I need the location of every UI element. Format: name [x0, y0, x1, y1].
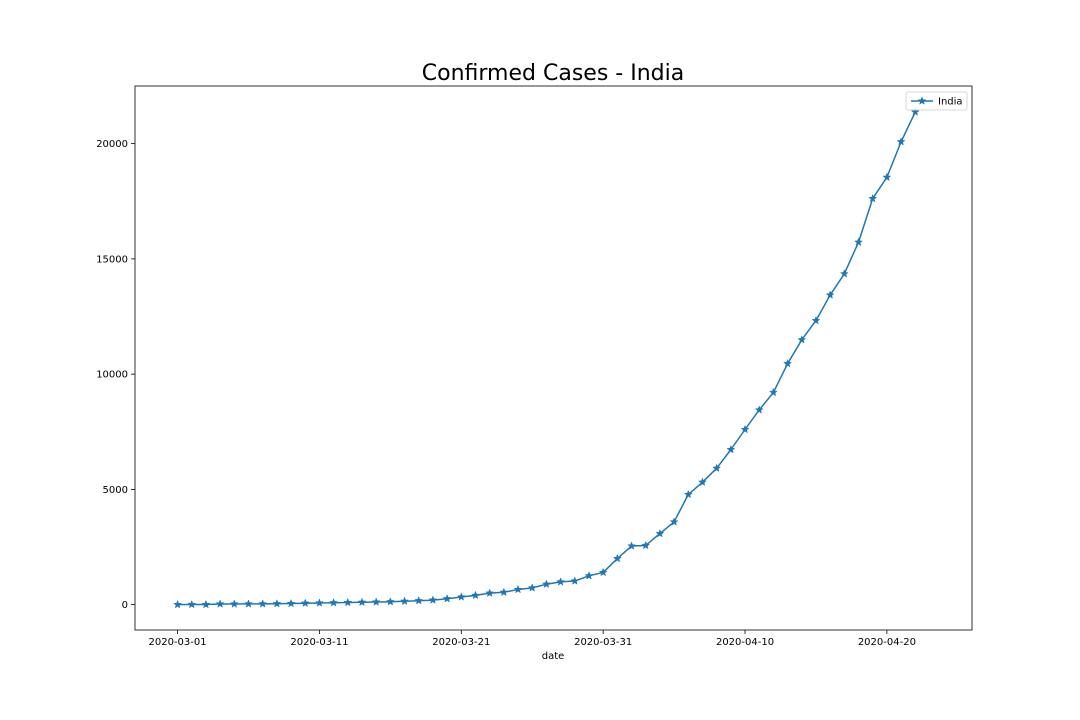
- chart-title: Confirmed Cases - India: [422, 61, 684, 86]
- data-point: [272, 599, 282, 608]
- series-layer: [173, 107, 920, 609]
- data-point: [783, 358, 793, 368]
- data-point: [839, 269, 849, 278]
- data-point: [229, 599, 239, 608]
- data-point: [910, 107, 920, 116]
- data-point: [669, 517, 679, 526]
- x-axis: 2020-03-01 2020-03-11 2020-03-21 2020-03-31…: [148, 630, 916, 648]
- data-point: [456, 592, 466, 601]
- data-point: [598, 567, 608, 577]
- series-india: [173, 107, 920, 609]
- y-tick-label: 20000: [96, 139, 128, 150]
- data-point: [485, 588, 495, 597]
- legend: India: [905, 91, 968, 111]
- data-point: [201, 599, 211, 609]
- data-point: [215, 599, 225, 608]
- data-point: [357, 597, 367, 607]
- legend-label: India: [938, 97, 963, 108]
- data-point: [258, 599, 268, 608]
- data-point: [570, 576, 580, 585]
- data-point: [414, 595, 424, 605]
- data-point: [556, 577, 566, 586]
- data-point: [641, 540, 651, 550]
- data-point: [655, 528, 665, 538]
- y-tick-label: 15000: [96, 254, 128, 265]
- x-tick-label: 2020-04-20: [858, 637, 916, 648]
- data-point: [882, 172, 892, 182]
- data-point: [527, 583, 537, 592]
- data-point: [428, 595, 438, 604]
- data-point: [187, 599, 197, 609]
- y-tick-label: 0: [122, 600, 128, 611]
- data-point: [499, 587, 509, 597]
- legend-marker: [917, 96, 927, 105]
- data-point: [343, 597, 353, 607]
- data-point: [329, 598, 339, 607]
- data-point: [740, 424, 750, 434]
- data-point: [712, 463, 722, 473]
- data-point: [314, 598, 324, 607]
- data-point: [400, 596, 410, 606]
- data-point: [896, 137, 906, 146]
- data-point: [584, 571, 594, 580]
- x-tick-label: 2020-03-01: [148, 637, 206, 648]
- y-tick-label: 10000: [96, 370, 128, 381]
- data-point: [286, 598, 296, 608]
- data-point: [854, 237, 863, 247]
- data-point: [683, 489, 693, 499]
- plot-area: [134, 85, 973, 631]
- data-point: [754, 405, 764, 414]
- data-point: [811, 315, 821, 325]
- y-axis: 0 5000 10000 15000 20000: [96, 139, 135, 611]
- data-point: [768, 387, 778, 397]
- data-point: [513, 584, 523, 594]
- legend-box: [905, 91, 968, 111]
- data-point: [868, 193, 878, 203]
- data-point: [726, 444, 736, 454]
- data-point: [385, 597, 395, 606]
- x-tick-label: 2020-04-10: [716, 637, 774, 648]
- data-point: [244, 599, 253, 608]
- data-point: [612, 553, 622, 563]
- data-point: [173, 599, 183, 609]
- data-point: [300, 598, 310, 608]
- x-tick-label: 2020-03-21: [432, 637, 490, 648]
- data-point: [541, 579, 551, 588]
- data-point: [627, 541, 636, 550]
- data-point: [825, 290, 835, 299]
- data-point: [442, 594, 452, 603]
- data-point: [371, 597, 381, 606]
- x-tick-label: 2020-03-31: [574, 637, 632, 648]
- data-point: [471, 590, 480, 600]
- data-point: [797, 335, 807, 344]
- y-tick-label: 5000: [103, 485, 128, 496]
- x-tick-label: 2020-03-11: [290, 637, 348, 648]
- data-point: [697, 477, 707, 487]
- axes-frame: [134, 85, 973, 631]
- x-axis-label: date: [542, 651, 565, 662]
